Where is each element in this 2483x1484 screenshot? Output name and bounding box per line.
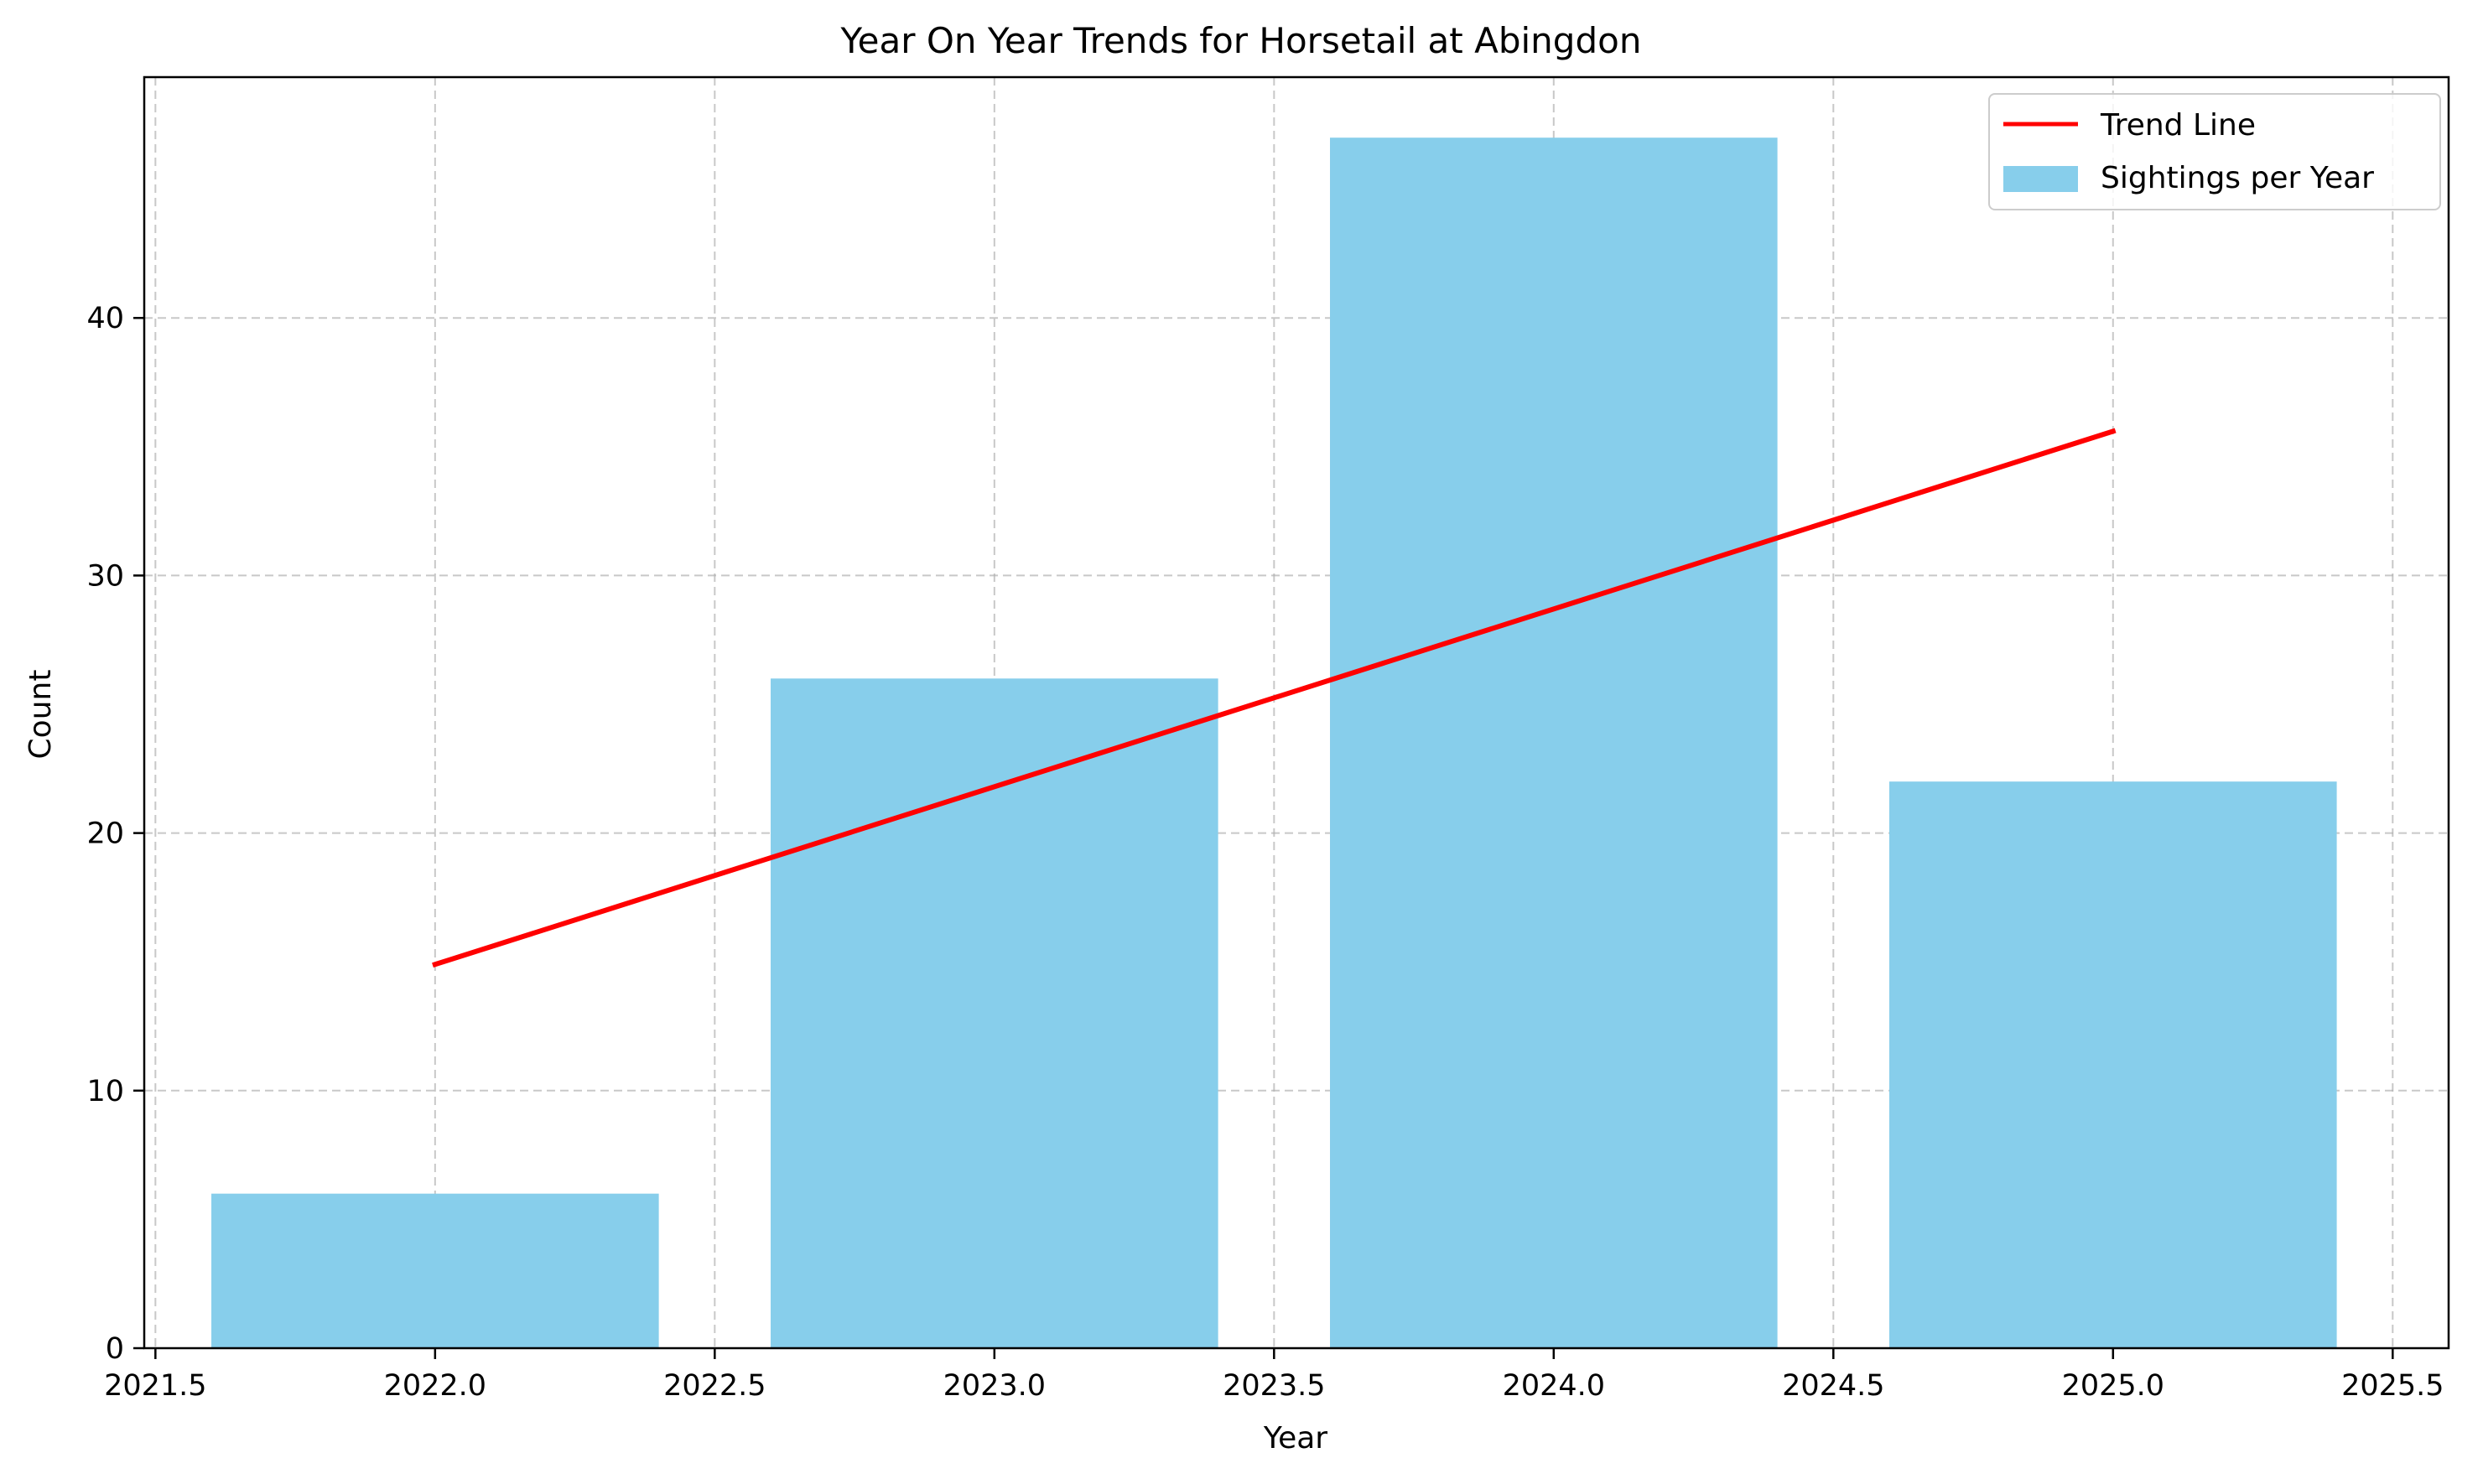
trend-line-group: [432, 428, 2117, 968]
legend-sightings-swatch: [2003, 166, 2078, 192]
x-tick-label: 2022.5: [663, 1369, 766, 1403]
y-tick-label: 0: [106, 1332, 124, 1366]
bars-group: [211, 138, 2337, 1349]
bar-2022: [211, 1193, 659, 1348]
legend: Trend Line Sightings per Year: [1988, 93, 2441, 210]
x-tick-label: 2025.5: [2341, 1369, 2444, 1403]
x-tick-label: 2024.0: [1503, 1369, 1605, 1403]
legend-sightings-label: Sightings per Year: [2101, 161, 2374, 195]
x-tick-label: 2022.0: [384, 1369, 486, 1403]
y-tick-label: 10: [86, 1075, 124, 1108]
x-tick-label: 2021.5: [104, 1369, 206, 1403]
axes-frame: [143, 75, 2450, 1350]
y-axis-label: Count: [23, 670, 58, 760]
x-tick-label: 2023.5: [1223, 1369, 1325, 1403]
legend-trend-line-label: Trend Line: [2100, 108, 2256, 143]
axis-ticks: 2021.5 2022.0 2022.5 2023.0 2023.5 2024.0 2024…: [86, 302, 2444, 1403]
y-tick-label: 30: [86, 559, 124, 593]
bar-2025: [1889, 781, 2337, 1348]
bar-2024: [1330, 138, 1778, 1349]
x-axis-label: Year: [1263, 1421, 1327, 1455]
x-tick-label: 2023.0: [943, 1369, 1046, 1403]
y-tick-label: 40: [86, 302, 124, 335]
bar-2023: [771, 678, 1218, 1348]
legend-box: [1988, 93, 2441, 210]
chart-title: Year On Year Trends for Horsetail at Abi…: [840, 20, 1642, 61]
x-tick-label: 2024.5: [1782, 1369, 1884, 1403]
trend-line: [432, 428, 2117, 968]
x-tick-label: 2025.0: [2062, 1369, 2164, 1403]
y-tick-label: 20: [86, 817, 124, 851]
plot-frame: [143, 75, 2450, 1350]
